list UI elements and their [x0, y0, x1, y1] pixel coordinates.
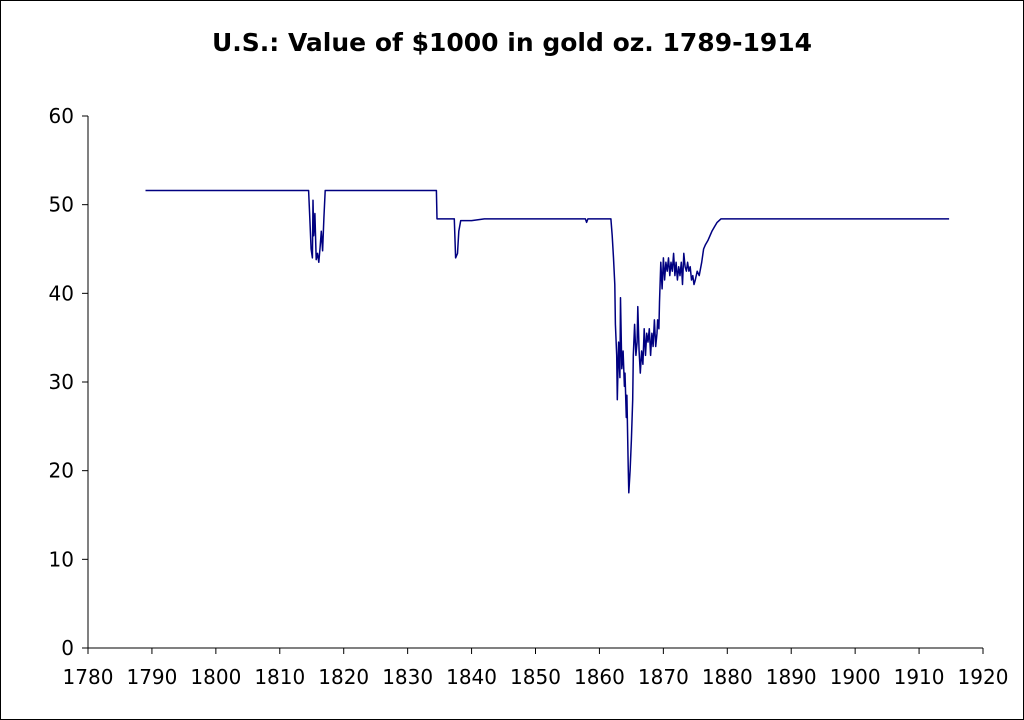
y-tick-label: 60: [49, 104, 74, 128]
x-tick-label: 1860: [574, 665, 625, 689]
x-tick-label: 1830: [382, 665, 433, 689]
x-tick-label: 1840: [446, 665, 497, 689]
x-tick-label: 1870: [638, 665, 689, 689]
x-tick-label: 1820: [318, 665, 369, 689]
chart-title: U.S.: Value of $1000 in gold oz. 1789-19…: [211, 28, 813, 57]
y-tick-label: 50: [49, 193, 74, 217]
series-group: [145, 189, 950, 494]
y-tick-label: 40: [49, 281, 74, 305]
y-tick-label: 10: [49, 547, 74, 571]
y-tick-label: 30: [49, 370, 74, 394]
axes: [87, 116, 983, 649]
series-line: [145, 189, 950, 494]
x-tick-label: 1900: [830, 665, 881, 689]
y-ticks: 0 10 20 30 40 50 60: [49, 104, 88, 660]
x-tick-label: 1920: [958, 665, 1009, 689]
x-tick-label: 1810: [254, 665, 305, 689]
x-tick-label: 1780: [63, 665, 114, 689]
x-ticks: 1780 1790 1800 1810 1820 1830 1840 1850 1860 1870…: [63, 648, 1009, 689]
y-tick-label: 20: [49, 459, 74, 483]
y-tick-label: 0: [61, 636, 74, 660]
x-tick-label: 1850: [510, 665, 561, 689]
x-tick-label: 1790: [126, 665, 177, 689]
x-tick-label: 1910: [894, 665, 945, 689]
x-tick-label: 1880: [702, 665, 753, 689]
x-tick-label: 1800: [190, 665, 241, 689]
x-tick-label: 1890: [766, 665, 817, 689]
